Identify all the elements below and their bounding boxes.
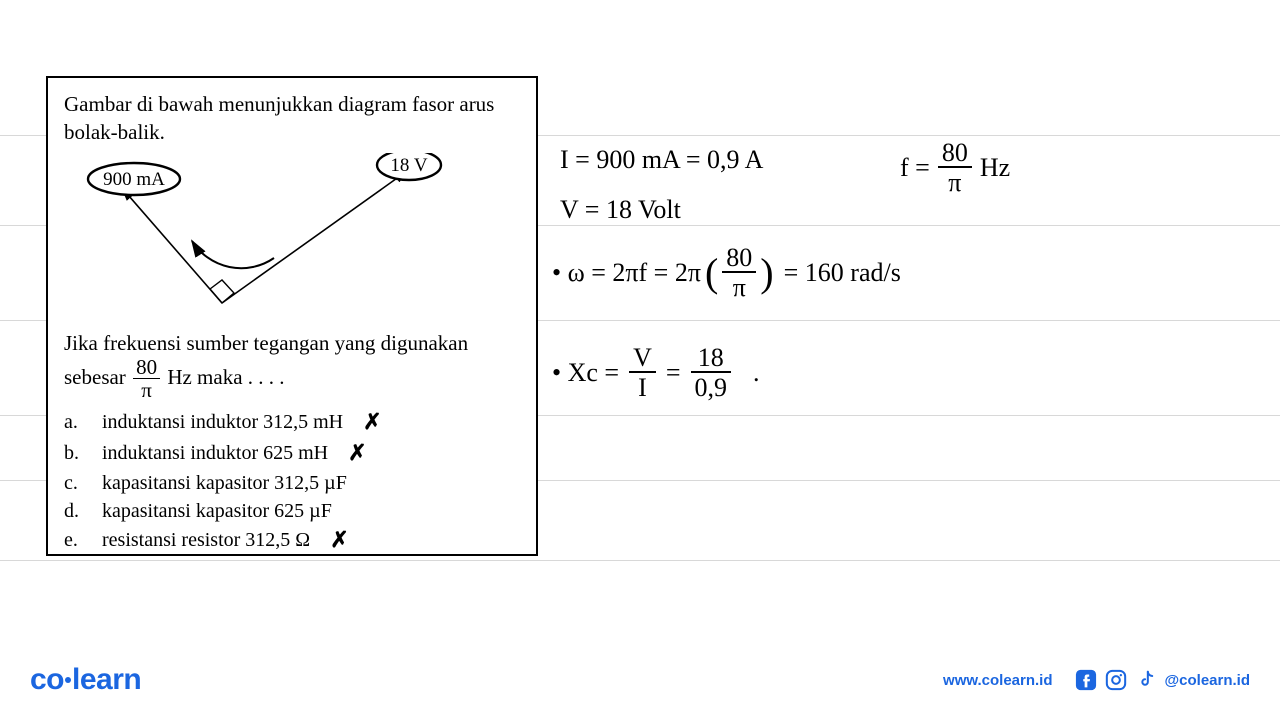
option-row: a. induktansi induktor 312,5 mH ✗ — [64, 407, 520, 438]
option-letter: a. — [64, 408, 88, 436]
option-text: kapasitansi kapasitor 312,5 µF — [102, 469, 347, 497]
cross-icon: ✗ — [348, 438, 366, 469]
brand-logo: colearn — [30, 663, 141, 697]
option-letter: c. — [64, 469, 88, 497]
option-row: e. resistansi resistor 312,5 Ω ✗ — [64, 525, 520, 556]
work-omega: • ω = 2πf = 2π ( 80 π ) = 160 rad/s — [552, 245, 901, 301]
problem-question: Jika frekuensi sumber tegangan yang digu… — [64, 329, 520, 401]
phasor-diagram: 900 mA 18 V — [82, 153, 502, 323]
option-text: kapasitansi kapasitor 625 µF — [102, 497, 332, 525]
work-V: V = 18 Volt — [560, 195, 681, 225]
option-letter: e. — [64, 526, 88, 554]
work-f: f = 80 π Hz — [900, 140, 1010, 196]
current-label: 900 mA — [103, 169, 165, 190]
option-text: induktansi induktor 625 mH — [102, 439, 328, 467]
option-letter: d. — [64, 497, 88, 525]
option-row: b. induktansi induktor 625 mH ✗ — [64, 438, 520, 469]
option-text: resistansi resistor 312,5 Ω — [102, 526, 310, 554]
option-text: induktansi induktor 312,5 mH — [102, 408, 343, 436]
option-row: c. kapasitansi kapasitor 312,5 µF — [64, 469, 520, 497]
footer: colearn www.colearn.id @colearn.id — [0, 640, 1280, 720]
work-I: I = 900 mA = 0,9 A — [560, 145, 763, 175]
facebook-icon — [1075, 669, 1097, 691]
problem-box: Gambar di bawah menunjukkan diagram faso… — [46, 76, 538, 556]
cross-icon: ✗ — [330, 525, 348, 556]
problem-intro: Gambar di bawah menunjukkan diagram faso… — [64, 90, 520, 147]
cross-icon: ✗ — [363, 407, 381, 438]
voltage-label: 18 V — [390, 155, 427, 176]
instagram-icon — [1105, 669, 1127, 691]
option-letter: b. — [64, 439, 88, 467]
frequency-fraction: 80 π — [133, 357, 160, 401]
work-xc: • Xc = V I = 18 0,9 . — [552, 345, 760, 401]
social-handle: @colearn.id — [1165, 672, 1250, 689]
social-links: @colearn.id — [1075, 669, 1250, 691]
tiktok-icon — [1135, 669, 1157, 691]
option-row: d. kapasitansi kapasitor 625 µF — [64, 497, 520, 525]
footer-url: www.colearn.id — [943, 672, 1052, 689]
